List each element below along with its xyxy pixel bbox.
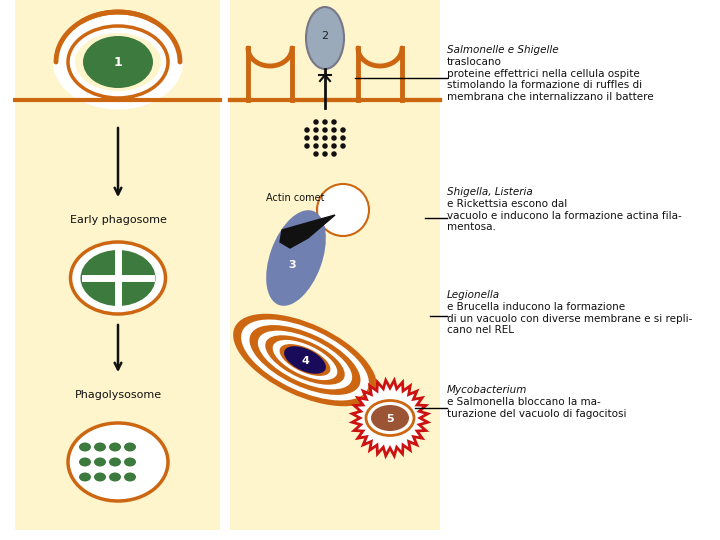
Ellipse shape: [94, 472, 106, 482]
Ellipse shape: [109, 457, 121, 467]
Ellipse shape: [68, 26, 168, 98]
Ellipse shape: [313, 119, 319, 125]
Ellipse shape: [258, 330, 352, 389]
Ellipse shape: [273, 340, 338, 380]
Ellipse shape: [81, 250, 156, 306]
Bar: [230, 0, 440, 530]
Ellipse shape: [250, 325, 361, 395]
Ellipse shape: [323, 127, 328, 133]
Ellipse shape: [323, 151, 328, 157]
Ellipse shape: [124, 442, 136, 451]
Ellipse shape: [341, 127, 346, 133]
Text: 2: 2: [321, 31, 328, 41]
Ellipse shape: [305, 143, 310, 148]
Ellipse shape: [313, 135, 319, 141]
Ellipse shape: [341, 143, 346, 148]
Text: Mycobacterium: Mycobacterium: [447, 385, 527, 395]
Ellipse shape: [331, 151, 337, 157]
Ellipse shape: [284, 346, 326, 374]
Ellipse shape: [305, 127, 310, 133]
Ellipse shape: [331, 143, 337, 148]
Ellipse shape: [360, 20, 400, 56]
Ellipse shape: [94, 442, 106, 451]
Ellipse shape: [366, 401, 414, 435]
Text: e Salmonella bloccano la ma-
turazione del vacuolo di fagocitosi: e Salmonella bloccano la ma- turazione d…: [447, 397, 626, 418]
Ellipse shape: [53, 15, 183, 110]
Ellipse shape: [266, 210, 326, 306]
Ellipse shape: [371, 405, 409, 431]
Ellipse shape: [313, 151, 319, 157]
Ellipse shape: [79, 457, 91, 467]
Ellipse shape: [313, 127, 319, 133]
Ellipse shape: [79, 442, 91, 451]
Ellipse shape: [71, 242, 166, 314]
Ellipse shape: [341, 135, 346, 141]
Polygon shape: [352, 380, 428, 456]
Text: Legionella: Legionella: [447, 290, 500, 300]
Text: traslocano
proteine effettrici nella cellula ospite
stimolando la formazione di : traslocano proteine effettrici nella cel…: [447, 57, 654, 102]
Ellipse shape: [75, 33, 161, 91]
Ellipse shape: [331, 127, 337, 133]
Ellipse shape: [265, 335, 345, 384]
Text: e Brucella inducono la formazione
di un vacuolo con diverse membrane e si repli-: e Brucella inducono la formazione di un …: [447, 302, 693, 335]
Text: 3: 3: [288, 260, 296, 270]
Ellipse shape: [233, 314, 377, 406]
Polygon shape: [280, 215, 335, 248]
Ellipse shape: [109, 442, 121, 451]
Ellipse shape: [68, 423, 168, 501]
Ellipse shape: [321, 188, 365, 232]
Text: 4: 4: [301, 356, 309, 366]
Text: e Rickettsia escono dal
vacuolo e inducono la formazione actina fila-
mentosa.: e Rickettsia escono dal vacuolo e induco…: [447, 199, 682, 232]
Ellipse shape: [331, 135, 337, 141]
Ellipse shape: [331, 119, 337, 125]
Ellipse shape: [323, 119, 328, 125]
Ellipse shape: [313, 143, 319, 148]
Text: Shigella, Listeria: Shigella, Listeria: [447, 187, 533, 197]
Text: Early phagosome: Early phagosome: [70, 215, 166, 225]
Ellipse shape: [124, 457, 136, 467]
Text: 1: 1: [114, 57, 122, 70]
Ellipse shape: [124, 472, 136, 482]
Bar: [231, 0, 439, 99]
Ellipse shape: [250, 20, 290, 56]
Ellipse shape: [317, 184, 369, 236]
Ellipse shape: [83, 36, 153, 88]
Ellipse shape: [94, 457, 106, 467]
Text: Salmonelle e Shigelle: Salmonelle e Shigelle: [447, 45, 559, 55]
Ellipse shape: [79, 472, 91, 482]
Text: 5: 5: [386, 414, 394, 424]
Text: Phagolysosome: Phagolysosome: [74, 390, 161, 400]
Text: Actin comet: Actin comet: [266, 193, 324, 203]
Ellipse shape: [241, 320, 369, 401]
Ellipse shape: [306, 7, 344, 69]
Ellipse shape: [305, 135, 310, 141]
Ellipse shape: [323, 143, 328, 148]
Ellipse shape: [323, 135, 328, 141]
Ellipse shape: [279, 344, 330, 376]
Ellipse shape: [109, 472, 121, 482]
Bar: [15, 0, 220, 530]
